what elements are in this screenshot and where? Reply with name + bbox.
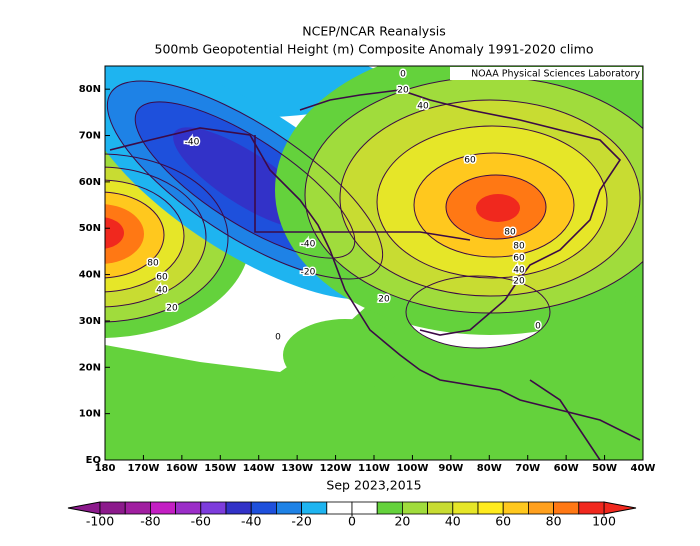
- y-tick-label: 60N: [79, 177, 101, 188]
- x-tick-label: 110W: [358, 463, 390, 474]
- colorbar-bin: [250, 501, 277, 515]
- colorbar-bin: [376, 501, 403, 515]
- contour-label: 40: [156, 286, 168, 296]
- colorbar-bin: [149, 501, 176, 515]
- x-tick-label: 160W: [166, 463, 198, 474]
- colorbar-bin: [301, 501, 328, 515]
- colorbar-tick-label: 20: [394, 514, 410, 529]
- y-tick-label: 20N: [79, 362, 101, 373]
- colorbar-bin: [477, 501, 504, 515]
- field: [105, 66, 643, 460]
- credit-box: [450, 67, 642, 80]
- x-tick-label: 40W: [631, 463, 656, 474]
- contour-label: 40: [513, 266, 525, 276]
- colorbar-arrow-right: [603, 501, 637, 515]
- colorbar-bin: [401, 501, 428, 515]
- y-tick-label: 30N: [79, 316, 101, 327]
- colorbar-tick-label: 80: [546, 514, 562, 529]
- contour-label: 60: [513, 254, 525, 264]
- colorbar-bin: [528, 501, 555, 515]
- colorbar-bin: [175, 501, 202, 515]
- period-label: Sep 2023,2015: [326, 478, 421, 493]
- contour-label: 60: [156, 273, 168, 283]
- y-tick-label: 80N: [79, 84, 101, 95]
- x-tick-label: 180: [95, 463, 116, 474]
- contour-label: 60: [464, 156, 476, 166]
- colorbar-tick-label: -80: [140, 514, 160, 529]
- x-tick-label: 140W: [243, 463, 275, 474]
- y-tick-label: 10N: [79, 409, 101, 420]
- colorbar-tick-label: -100: [86, 514, 114, 529]
- colorbar-tick-label: -20: [291, 514, 311, 529]
- colorbar-bin: [99, 501, 126, 515]
- colorbar-arrow-left: [67, 501, 101, 515]
- colorbar-bin: [553, 501, 580, 515]
- colorbar-tick-label: -40: [241, 514, 261, 529]
- colorbar-bin: [200, 501, 227, 515]
- contour-label: 20: [378, 295, 390, 305]
- x-tick-label: 150W: [204, 463, 236, 474]
- colorbar-tick-label: 100: [592, 514, 616, 529]
- contour-label: 20: [513, 277, 525, 287]
- contour-label: 20: [166, 304, 178, 314]
- contour-label: 0: [400, 70, 406, 80]
- contour-label: 80: [504, 228, 516, 238]
- x-tick-label: 170W: [127, 463, 159, 474]
- colorbar-tick-label: -60: [191, 514, 211, 529]
- x-tick-label: 120W: [320, 463, 352, 474]
- subtitle: 500mb Geopotential Height (m) Composite …: [155, 42, 594, 57]
- colorbar-bin: [351, 501, 378, 515]
- y-tick-label: EQ: [86, 455, 101, 466]
- contour-label: 20: [397, 86, 409, 96]
- colorbar-tick-label: 60: [495, 514, 511, 529]
- contour-label: -20: [301, 268, 316, 278]
- contour-label: -40: [301, 240, 316, 250]
- colorbar-tick-label: 0: [348, 514, 356, 529]
- colorbar-tick-label: 40: [445, 514, 461, 529]
- colorbar-bin: [502, 501, 529, 515]
- contour-label: 80: [513, 242, 525, 252]
- contour-label: -40: [185, 138, 200, 148]
- x-tick-label: 80W: [477, 463, 502, 474]
- colorbar-bin: [225, 501, 252, 515]
- contour-label: 0: [275, 333, 281, 343]
- x-tick-label: 70W: [515, 463, 540, 474]
- x-tick-label: 60W: [554, 463, 579, 474]
- y-tick-label: 50N: [79, 223, 101, 234]
- colorbar-bin: [578, 501, 605, 515]
- x-tick-label: 130W: [281, 463, 313, 474]
- y-tick-label: 70N: [79, 131, 101, 142]
- colorbar-bin: [452, 501, 479, 515]
- contour-label: 80: [147, 259, 159, 269]
- dynamic-layer: 180 170W 160W 150W 140W 130W 120W 110W 100W 90W 80…: [67, 68, 656, 529]
- colorbar-bin: [326, 501, 353, 515]
- contour-label: 40: [417, 102, 429, 112]
- colorbar-bin: [427, 501, 454, 515]
- x-tick-label: 90W: [438, 463, 463, 474]
- contour-label: 0: [535, 322, 541, 332]
- x-tick-label: 50W: [592, 463, 617, 474]
- x-tick-label: 100W: [396, 463, 428, 474]
- title: NCEP/NCAR Reanalysis: [302, 24, 445, 39]
- credit: NOAA Physical Sciences Laboratory: [471, 69, 640, 80]
- colorbar-bin: [124, 501, 151, 515]
- colorbar-bin: [275, 501, 302, 515]
- y-tick-label: 40N: [79, 270, 101, 281]
